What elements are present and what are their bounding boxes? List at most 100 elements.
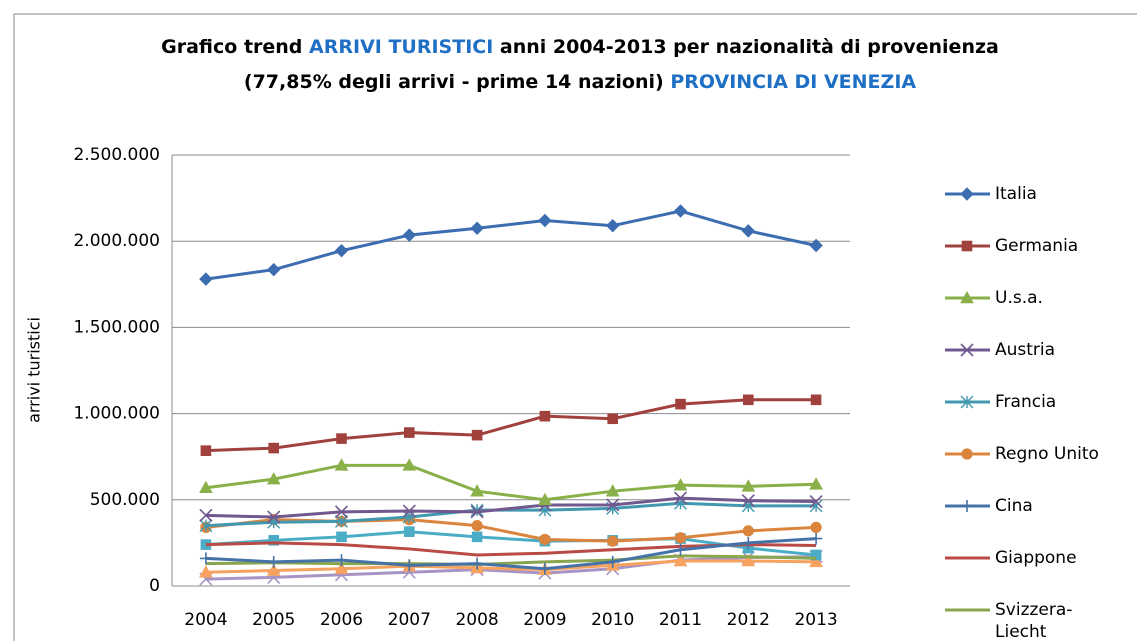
marker <box>810 394 822 406</box>
series-line <box>205 496 817 519</box>
title-part: ARRIVI TURISTICI <box>309 36 493 58</box>
marker <box>336 531 347 543</box>
title-part: anni 2004-2013 per nazionalità di proven… <box>493 36 999 58</box>
x-tick-label: 2013 <box>794 610 837 630</box>
marker <box>470 484 484 497</box>
marker <box>605 484 620 497</box>
legend-label: Francia <box>995 392 1057 412</box>
marker <box>404 526 415 537</box>
marker <box>960 343 974 357</box>
marker <box>268 442 279 454</box>
marker <box>674 532 687 544</box>
title-part: Grafico trend <box>161 36 309 58</box>
marker <box>403 559 416 572</box>
marker <box>741 224 756 238</box>
legend-label: Svizzera-Liecht <box>995 600 1073 642</box>
marker <box>606 498 620 512</box>
marker <box>471 520 483 532</box>
marker <box>402 458 417 471</box>
x-tick-label: 2011 <box>659 610 702 630</box>
marker <box>741 553 756 567</box>
marker <box>538 492 552 506</box>
marker <box>266 472 281 485</box>
marker <box>334 243 349 258</box>
x-tick-label: 2010 <box>591 610 634 630</box>
series-line <box>205 209 817 281</box>
marker <box>961 448 973 460</box>
title-part: (77,85% degli arrivi - prime 14 nazioni) <box>244 71 670 93</box>
marker <box>199 272 213 286</box>
chart-frame <box>13 13 1137 641</box>
marker <box>404 427 415 438</box>
marker <box>471 429 483 441</box>
marker <box>335 554 348 567</box>
series-line <box>205 501 817 528</box>
marker <box>267 510 281 524</box>
x-tick-label: 2012 <box>727 610 770 630</box>
marker <box>961 500 973 512</box>
marker <box>199 565 213 578</box>
marker <box>809 494 823 509</box>
marker <box>605 218 620 233</box>
series-line <box>205 537 817 571</box>
y-axis-label: arrivi turistici <box>25 317 44 423</box>
legend-label: U.s.a. <box>995 288 1043 308</box>
marker <box>960 290 974 304</box>
marker <box>674 543 687 556</box>
y-tick-label: 500.000 <box>90 490 160 510</box>
marker <box>336 433 347 444</box>
marker <box>268 535 279 546</box>
legend-label: Italia <box>995 184 1037 204</box>
marker <box>470 505 484 519</box>
marker <box>809 477 823 490</box>
marker <box>810 521 822 533</box>
marker <box>606 555 619 568</box>
marker <box>266 262 281 277</box>
legend-label: Austria <box>995 340 1056 360</box>
marker <box>607 413 619 425</box>
marker <box>673 478 688 491</box>
marker <box>335 514 348 528</box>
marker <box>471 531 483 543</box>
marker <box>810 549 822 561</box>
marker <box>199 480 213 494</box>
marker <box>673 204 688 218</box>
legend-label: Cina <box>995 496 1033 516</box>
x-tick-label: 2009 <box>523 610 566 630</box>
series-line <box>205 559 817 574</box>
marker <box>199 552 212 565</box>
series-line <box>205 555 817 581</box>
marker <box>673 553 688 567</box>
y-tick-label: 1.000.000 <box>73 404 160 424</box>
marker <box>741 494 755 508</box>
marker <box>402 510 416 524</box>
marker <box>809 554 823 568</box>
x-tick-label: 2007 <box>388 610 431 630</box>
marker <box>607 535 619 547</box>
title-part: PROVINCIA DI VENEZIA <box>670 71 916 93</box>
marker <box>402 504 416 518</box>
marker <box>961 240 973 252</box>
marker <box>470 503 484 517</box>
legend-label: Germania <box>995 236 1079 256</box>
x-tick-label: 2005 <box>252 610 295 630</box>
marker <box>199 519 213 533</box>
marker <box>742 536 755 549</box>
marker <box>199 508 213 522</box>
marker <box>470 221 484 235</box>
chart-title: (77,85% degli arrivi - prime 14 nazioni)… <box>244 71 916 93</box>
marker <box>743 394 754 406</box>
marker <box>675 398 686 410</box>
marker <box>538 562 551 575</box>
marker <box>960 187 974 201</box>
marker <box>960 395 974 409</box>
marker <box>539 533 551 546</box>
x-tick-label: 2006 <box>320 610 363 630</box>
marker <box>200 445 212 456</box>
series-line <box>205 554 817 566</box>
y-tick-label: 1.500.000 <box>73 317 160 337</box>
marker <box>742 525 754 537</box>
marker <box>266 563 281 576</box>
